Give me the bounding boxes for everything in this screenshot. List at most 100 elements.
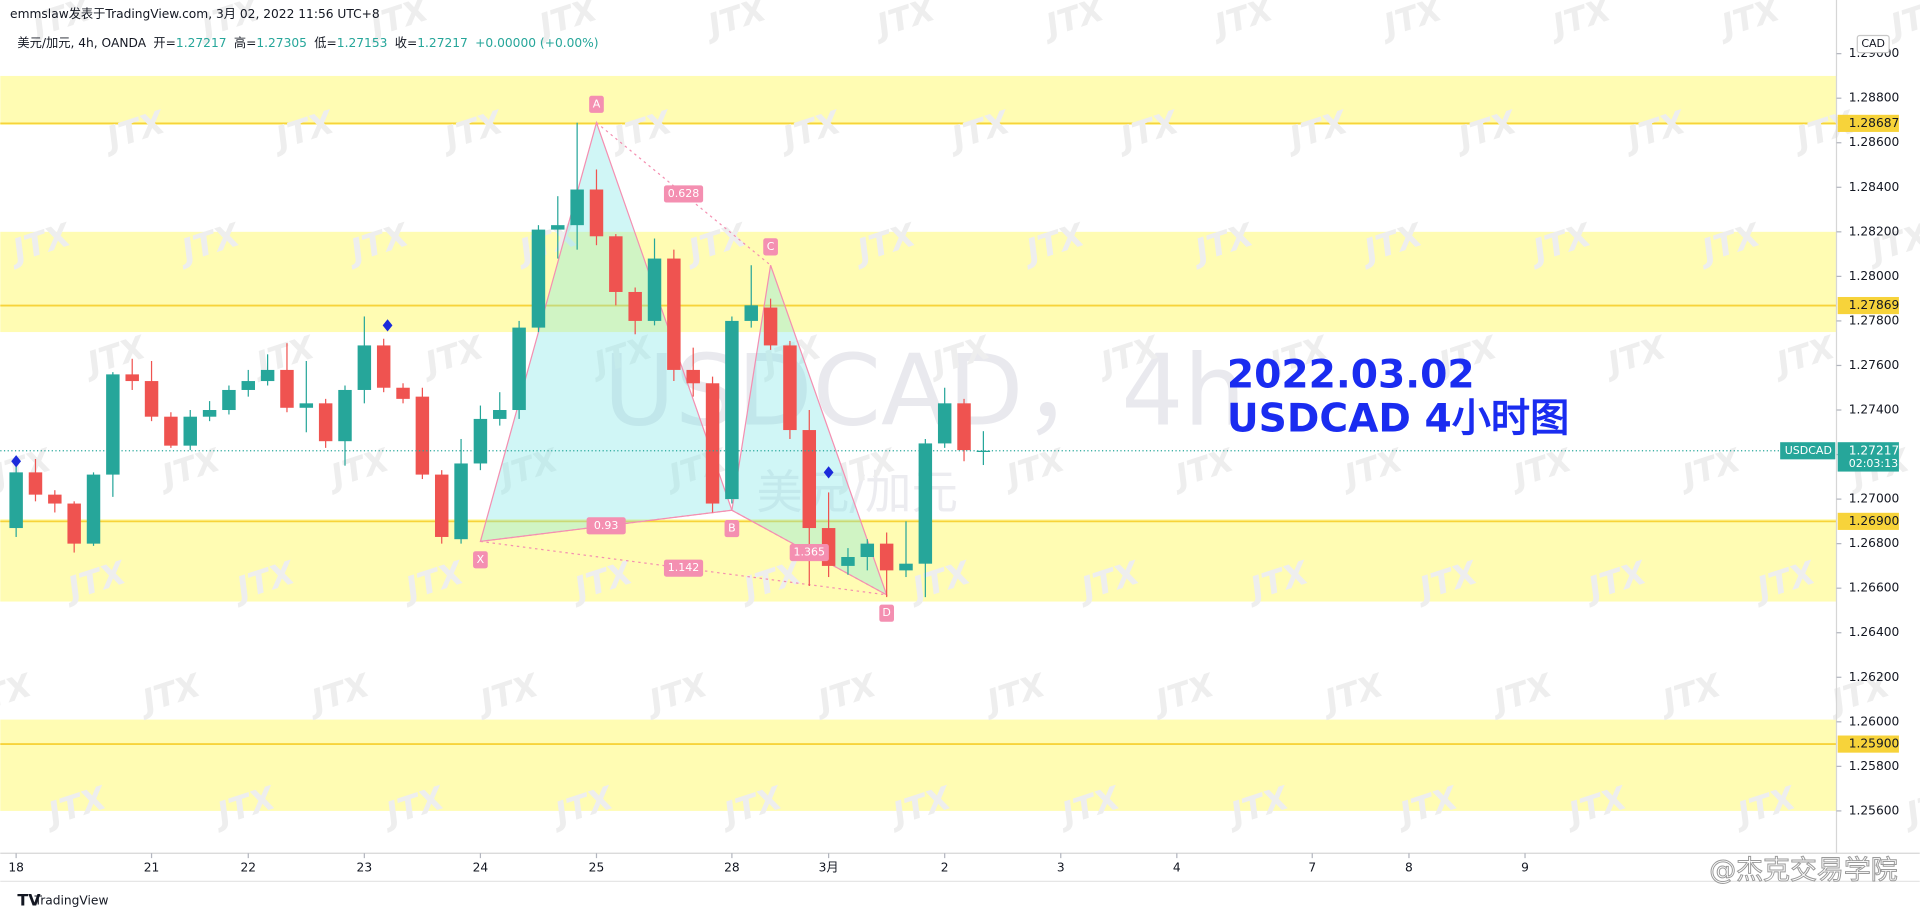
y-tick-label: 1.25800 (1849, 759, 1900, 773)
pattern-point-label: C (767, 240, 775, 253)
ratio-tag (663, 559, 704, 577)
legend-key: 收= (395, 35, 418, 49)
level-label: 1.28687 (1849, 116, 1900, 130)
legend-key: 低= (314, 35, 337, 49)
candle-body (183, 416, 197, 446)
x-tick-label: 24 (473, 860, 489, 874)
ratio-line (731, 509, 887, 596)
y-tick-label: 1.25600 (1849, 803, 1900, 817)
candle-body (705, 383, 720, 504)
y-tick-label: 1.27000 (1849, 492, 1900, 506)
x-tick-label: 8 (1405, 860, 1413, 874)
x-tick-label: 23 (357, 860, 373, 874)
y-tick-label: 1.26200 (1849, 670, 1900, 684)
candle-body (512, 327, 526, 411)
candle-body (860, 543, 875, 558)
candle-body (67, 503, 81, 544)
ratio-label: 1.142 (668, 561, 700, 574)
ratio-tag (586, 517, 626, 535)
candle-body (802, 430, 817, 529)
candle-body (686, 369, 700, 384)
y-tick-label: 1.27400 (1849, 403, 1900, 417)
candle-body (338, 389, 352, 442)
x-tick-label: 9 (1521, 860, 1529, 874)
candle-body (318, 403, 333, 442)
level-label: 1.27869 (1849, 298, 1900, 312)
candle-body (647, 258, 662, 321)
candle-body (357, 345, 372, 390)
candle-body (551, 225, 565, 230)
candle-body (783, 345, 797, 431)
candle-body (918, 443, 933, 564)
candle-body (744, 305, 758, 321)
y-tick-label: 1.26400 (1849, 625, 1900, 639)
y-tick-label: 1.26600 (1849, 581, 1900, 595)
candle-body (589, 189, 604, 237)
candle-body (899, 563, 913, 571)
x-tick-label: 25 (589, 860, 605, 874)
candle-body (763, 307, 778, 346)
zone (0, 719, 1837, 811)
candle-body (570, 189, 584, 226)
pattern-point-tag (763, 238, 778, 256)
y-tick-label: 1.26000 (1849, 714, 1900, 728)
candle-body (473, 418, 488, 464)
x-tick-label: 22 (240, 860, 256, 874)
pattern-point-tag (473, 551, 488, 569)
candle-body (28, 472, 43, 495)
x-tick-label: 7 (1308, 860, 1316, 874)
zone (0, 519, 1837, 602)
legend-value: 1.27305 (256, 35, 307, 49)
candle-body (957, 403, 971, 451)
pattern-point-tag (589, 95, 604, 113)
level-label: 1.26900 (1849, 514, 1900, 528)
level-tag (1837, 296, 1899, 315)
candle-body (280, 369, 294, 408)
annotation-title: USDCAD 4小时图 (1227, 397, 1569, 442)
y-tick-label: 1.26800 (1849, 536, 1900, 550)
ratio-tag (789, 543, 829, 562)
x-tick-label: 28 (724, 860, 740, 874)
legend-change: +0.00000 (+0.00%) (475, 35, 598, 49)
candle-body (937, 403, 952, 444)
currency: CAD (1861, 37, 1885, 50)
candle-body (415, 396, 430, 475)
y-tick-label: 1.28800 (1849, 91, 1900, 105)
level-tag (1837, 735, 1899, 753)
legend-value: 1.27217 (176, 35, 227, 49)
x-tick-label: 3 (1057, 860, 1065, 874)
y-tick-label: 1.27600 (1849, 358, 1900, 372)
candle-body (125, 374, 139, 382)
candle-body (976, 450, 991, 452)
candle-body (48, 494, 62, 504)
candle-body (106, 374, 120, 475)
legend-key: 高= (234, 34, 256, 49)
ratio-label: 1.365 (794, 546, 826, 559)
candle-body (202, 410, 217, 417)
pattern-point-tag (879, 604, 894, 622)
candle-body (164, 416, 178, 446)
level-label: 1.25900 (1849, 737, 1900, 751)
currency-box (1856, 34, 1890, 54)
pattern-point-label: D (882, 606, 890, 619)
candle-body (879, 543, 894, 571)
candle-body (531, 229, 546, 328)
legend-symbol: 美元/加元, 4h, OANDA (17, 35, 146, 49)
annotation-date: 2022.03.02 (1227, 353, 1475, 398)
candle-body (299, 403, 314, 408)
candle-body (609, 236, 623, 292)
countdown: 02:03:13 (1849, 457, 1898, 470)
level-tag (1837, 512, 1899, 530)
credit: @杰克交易学院 (1709, 855, 1898, 886)
pattern-point-tag (724, 520, 740, 538)
candle-body (376, 345, 391, 388)
pattern-point-label: B (728, 522, 736, 535)
level-tag (1837, 114, 1899, 132)
ratio-tag (663, 185, 704, 203)
last-price-tag (1837, 442, 1899, 472)
candle-body (144, 381, 159, 417)
symbol-label: USDCAD (1785, 444, 1832, 457)
pattern-point-label: X (477, 553, 485, 566)
legend-key: 开= (153, 35, 175, 49)
